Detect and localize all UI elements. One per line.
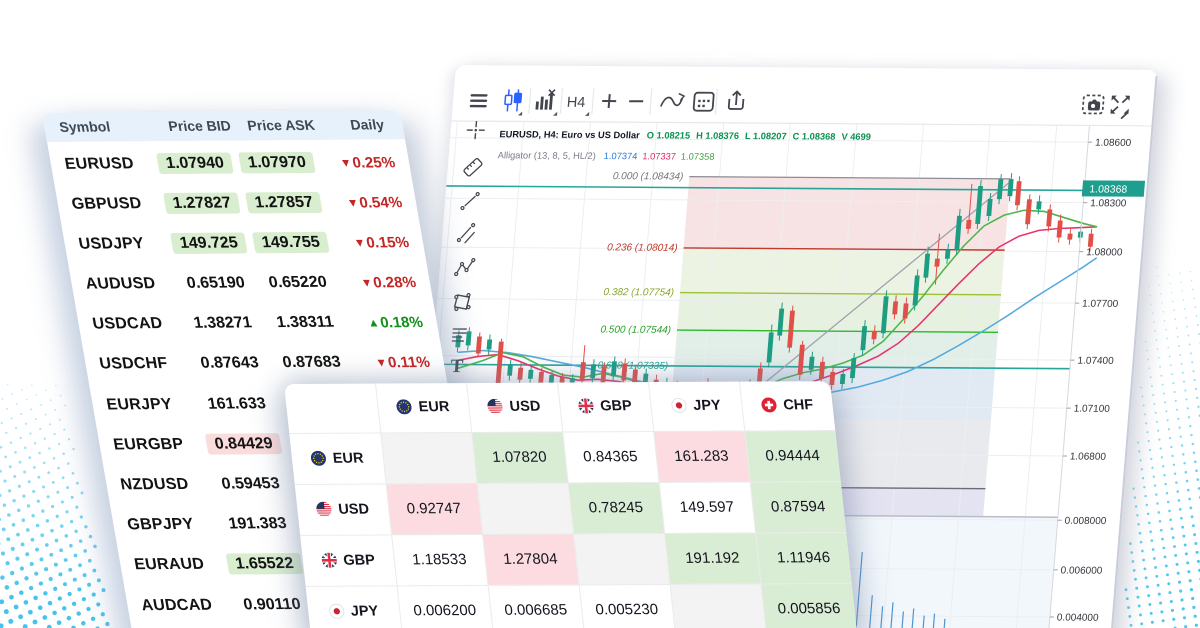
svg-text:0.382 (1.07754): 0.382 (1.07754) — [603, 287, 674, 298]
svg-text:1.08368: 1.08368 — [1089, 183, 1128, 195]
svg-text:1.07700: 1.07700 — [1081, 298, 1118, 309]
svg-text:T: T — [449, 356, 464, 377]
svg-text:1.06800: 1.06800 — [1069, 451, 1106, 462]
svg-text:H4: H4 — [566, 94, 586, 110]
svg-text:1.07100: 1.07100 — [1073, 403, 1110, 414]
svg-text:0.500 (1.07544): 0.500 (1.07544) — [600, 324, 671, 335]
svg-text:1.08000: 1.08000 — [1086, 247, 1123, 258]
svg-text:0.236 (1.08014): 0.236 (1.08014) — [606, 242, 677, 253]
svg-text:1.08600: 1.08600 — [1094, 137, 1131, 148]
svg-text:1.07400: 1.07400 — [1077, 355, 1114, 366]
svg-text:Alligator (13, 8, 5, HL/2)1.07: Alligator (13, 8, 5, HL/2) 1.07374 1.07337… — [497, 150, 715, 161]
svg-text:0.008000: 0.008000 — [1064, 515, 1107, 526]
svg-text:1.08300: 1.08300 — [1090, 198, 1127, 209]
svg-text:0.618 (1.07335): 0.618 (1.07335) — [597, 360, 668, 371]
svg-text:0.000 (1.08434): 0.000 (1.08434) — [612, 171, 683, 182]
svg-text:0.006000: 0.006000 — [1060, 565, 1103, 576]
svg-text:0.004000: 0.004000 — [1056, 612, 1099, 623]
